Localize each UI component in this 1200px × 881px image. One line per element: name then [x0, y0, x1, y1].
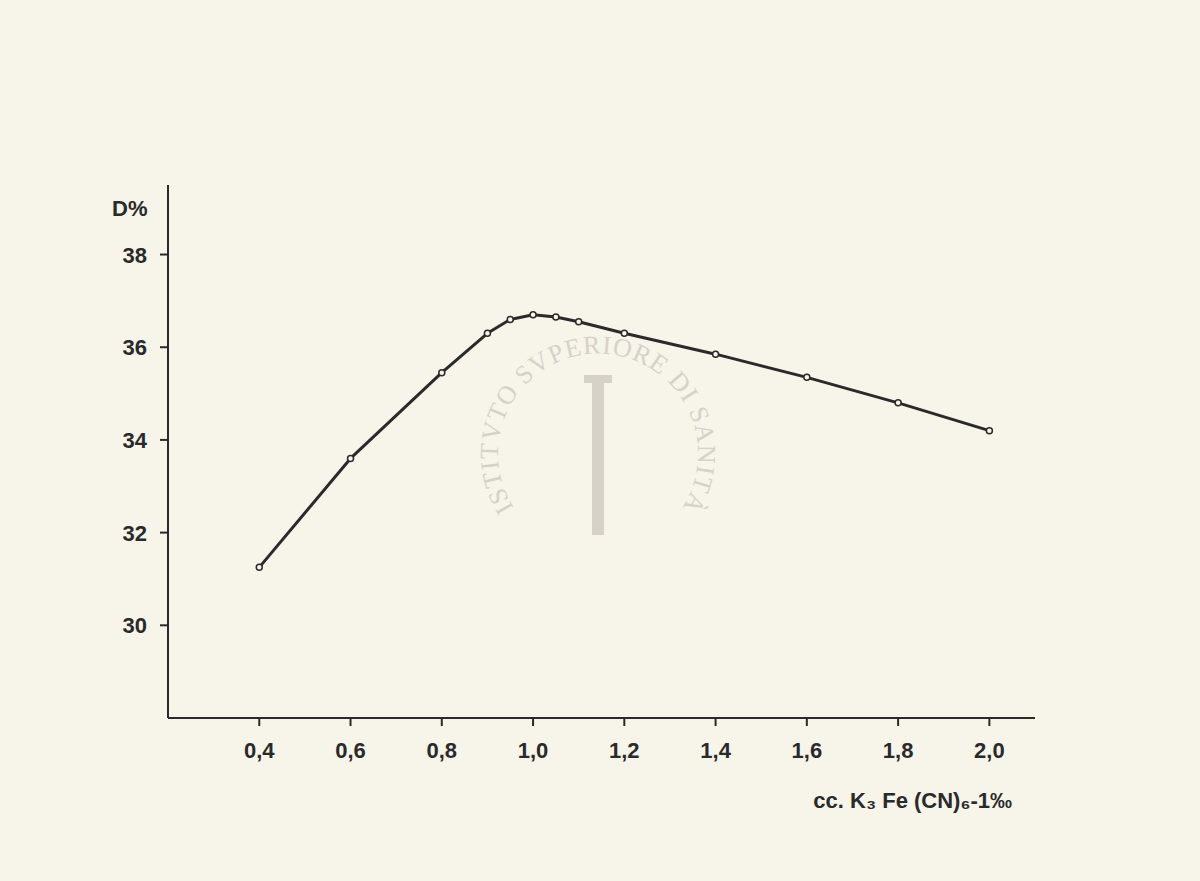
data-point [348, 455, 354, 461]
x-tick [623, 718, 625, 726]
x-tick [350, 718, 352, 726]
y-tick-label: 30 [123, 613, 147, 638]
data-point [553, 314, 559, 320]
data-point [713, 351, 719, 357]
data-point [986, 428, 992, 434]
x-tick [897, 718, 899, 726]
data-point [484, 330, 490, 336]
x-tick-label: 1,6 [792, 738, 823, 763]
plot-area [256, 312, 992, 571]
background [0, 0, 1200, 881]
x-tick-label: 0,4 [244, 738, 275, 763]
y-axis [167, 185, 169, 718]
x-axis [168, 717, 1035, 719]
x-tick [988, 718, 990, 726]
y-tick [160, 439, 168, 441]
y-tick [160, 532, 168, 534]
y-tick-label: 32 [123, 521, 147, 546]
x-tick [258, 718, 260, 726]
x-tick-label: 1,2 [609, 738, 640, 763]
data-point [895, 400, 901, 406]
data-point [530, 312, 536, 318]
data-point [507, 316, 513, 322]
x-axis-label: cc. K₃ Fe (CN)₆-1‰ [813, 788, 1012, 813]
x-tick [806, 718, 808, 726]
data-line [259, 315, 989, 568]
y-tick-label: 34 [123, 428, 148, 453]
data-point [804, 374, 810, 380]
watermark-emblem [584, 375, 612, 535]
x-tick-label: 1,4 [700, 738, 731, 763]
y-tick [160, 346, 168, 348]
x-tick-label: 0,8 [426, 738, 457, 763]
y-tick-label: 38 [123, 243, 147, 268]
y-axis-label: D% [112, 196, 147, 221]
data-point [256, 564, 262, 570]
data-point [439, 370, 445, 376]
x-tick-label: 1,0 [518, 738, 549, 763]
chart: ISTITVTO SVPERIORE DI SANITÀ30323436380,… [0, 0, 1200, 881]
x-tick [441, 718, 443, 726]
x-tick [715, 718, 717, 726]
x-tick-label: 0,6 [335, 738, 366, 763]
x-tick-label: 2,0 [974, 738, 1005, 763]
data-point [576, 319, 582, 325]
y-tick [160, 624, 168, 626]
x-tick [532, 718, 534, 726]
y-tick [160, 254, 168, 256]
y-tick-label: 36 [123, 335, 147, 360]
data-point [621, 330, 627, 336]
x-tick-label: 1,8 [883, 738, 914, 763]
